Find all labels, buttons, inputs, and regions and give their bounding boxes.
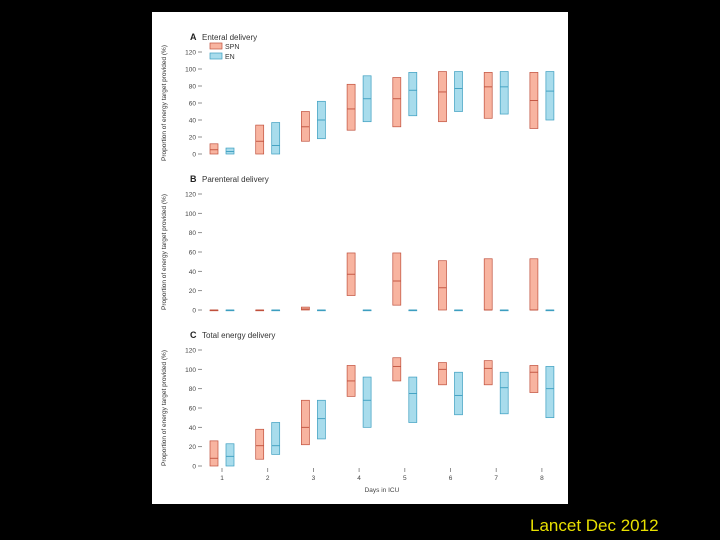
panel-c-spn-box-day-8 (529, 365, 539, 393)
legend-label-spn: SPN (225, 44, 239, 51)
panel-b-spn-box-day-5 (392, 252, 402, 306)
panel-b-y-tick-80: 80 (189, 230, 197, 237)
panel-a-en-box-day-7 (499, 71, 509, 115)
panel-c-spn-box-day-2 (255, 428, 265, 460)
panel-c-spn-box-day-3 (301, 399, 310, 446)
panel-b-spn-box-day-8 (529, 258, 539, 311)
panel-b-y-tick-120: 120 (185, 192, 196, 199)
panel-a-spn-box-day-4 (346, 83, 356, 131)
panel-c-spn-box-day-5 (392, 357, 402, 382)
panel-c-y-tick-120: 120 (185, 348, 196, 355)
chart-figure: A Enteral delivery Proportion of energy ta… (161, 32, 555, 494)
panel-c-x-tick-3: 3 (312, 475, 316, 482)
legend-swatch-spn (209, 42, 223, 50)
panel-a-y-tick-80: 80 (189, 84, 197, 91)
source-caption: Lancet Dec 2012 (530, 516, 659, 535)
panel-c-y-axis-label: Proportion of energy target provided (%) (161, 350, 168, 466)
panel-c-en-box-day-8 (545, 366, 555, 419)
panel-b-y-tick-60: 60 (189, 250, 197, 257)
panel-a-y-tick-20: 20 (189, 135, 197, 142)
panel-c-spn-box-day-1 (209, 440, 219, 467)
panel-b-y-tick-0: 0 (192, 308, 196, 315)
panel-c-x-axis-label: Days in ICU (365, 487, 400, 494)
panel-b-y-axis-label: Proportion of energy target provided (%) (161, 194, 168, 310)
panel-a-y-tick-120: 120 (185, 50, 196, 57)
panel-a-spn-box-day-6 (438, 71, 447, 123)
panel-a-title: Enteral delivery (202, 33, 257, 42)
panel-c-letter: C (190, 330, 197, 340)
panel-c-en-box-day-1 (225, 443, 235, 467)
panel-b-letter: B (190, 174, 197, 184)
panel-a-y-axis-label: Proportion of energy target provided (%) (161, 45, 168, 161)
panel-a-y-tick-100: 100 (185, 67, 196, 74)
panel-a-en-box-day-6 (454, 71, 463, 112)
panel-b-spn-box-day-6 (438, 260, 447, 311)
panel-c-x-tick-7: 7 (494, 475, 498, 482)
panel-c-y-tick-60: 60 (189, 406, 197, 413)
panel-c-x-tick-6: 6 (449, 475, 453, 482)
panel-c-spn-box-day-7 (483, 360, 493, 386)
panel-c-x-tick-4: 4 (357, 475, 361, 482)
legend-swatch-en (209, 52, 223, 60)
panel-b-spn-box-day-3 (301, 306, 310, 311)
panel-b-spn-box-day-7 (483, 258, 493, 311)
panel-c-y-tick-100: 100 (185, 367, 196, 374)
panel-a-letter: A (190, 32, 197, 42)
panel-c-en-box-day-5 (408, 376, 418, 423)
legend-label-en: EN (225, 54, 235, 61)
panel-c-en-box-day-4 (362, 376, 372, 428)
panel-a-spn-box-day-5 (392, 77, 402, 128)
panel-c-en-box-day-6 (454, 371, 463, 416)
panel-c-title: Total energy delivery (202, 331, 275, 340)
panel-a-y-tick-60: 60 (189, 101, 197, 108)
panel-a-y-tick-40: 40 (189, 118, 197, 125)
panel-c-spn-box-day-6 (438, 362, 447, 386)
panel-b-y-tick-40: 40 (189, 269, 197, 276)
panel-c-en-box-day-3 (317, 399, 326, 440)
panel-a-spn-box-day-2 (255, 124, 265, 155)
panel-c-y-tick-0: 0 (192, 464, 196, 471)
panel-c-x-tick-8: 8 (540, 475, 544, 482)
panel-b-y-tick-20: 20 (189, 288, 197, 295)
panel-c-en-box-day-2 (271, 422, 281, 455)
panel-c-y-tick-20: 20 (189, 444, 197, 451)
panel-b-title: Parenteral delivery (202, 175, 269, 184)
panel-b-y-tick-100: 100 (185, 211, 196, 218)
panel-c-x-tick-1: 1 (220, 475, 224, 482)
panel-c-x-tick-2: 2 (266, 475, 270, 482)
panel-c-x-tick-5: 5 (403, 475, 407, 482)
panel-a-en-box-day-8 (545, 71, 555, 121)
panel-c-y-tick-40: 40 (189, 425, 197, 432)
panel-c-en-box-day-7 (499, 371, 509, 415)
figure-panel: A Enteral delivery Proportion of energy ta… (152, 12, 568, 504)
panel-c-y-tick-80: 80 (189, 386, 197, 393)
panel-a-spn-box-day-1 (209, 143, 219, 155)
panel-a-en-box-day-5 (408, 72, 418, 117)
panel-a-y-tick-0: 0 (192, 152, 196, 159)
panel-a-en-box-day-2 (271, 122, 281, 155)
panel-a-spn-box-day-7 (483, 72, 493, 119)
